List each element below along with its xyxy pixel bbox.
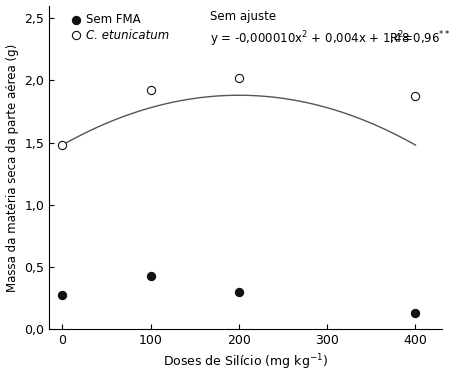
C. etunicatum xyxy=(147,87,154,93)
C. etunicatum xyxy=(235,75,242,81)
Legend: Sem FMA, C. etunicatum: Sem FMA, C. etunicatum xyxy=(71,11,171,43)
Sem FMA xyxy=(147,273,154,279)
Sem FMA xyxy=(412,310,419,316)
Sem FMA xyxy=(59,291,66,297)
X-axis label: Doses de Silício (mg kg$^{-1}$): Doses de Silício (mg kg$^{-1}$) xyxy=(163,353,328,372)
Text: y = -0,000010x$^{2}$ + 0,004x + 1,48: y = -0,000010x$^{2}$ + 0,004x + 1,48 xyxy=(210,30,410,50)
Text: R$^{2}$=0,96$^{**}$: R$^{2}$=0,96$^{**}$ xyxy=(389,30,450,48)
Sem FMA xyxy=(235,289,242,295)
Text: Sem ajuste: Sem ajuste xyxy=(210,11,276,23)
C. etunicatum xyxy=(59,142,66,148)
Y-axis label: Massa da matéria seca da parte aérea (g): Massa da matéria seca da parte aérea (g) xyxy=(6,43,18,291)
C. etunicatum xyxy=(412,93,419,99)
